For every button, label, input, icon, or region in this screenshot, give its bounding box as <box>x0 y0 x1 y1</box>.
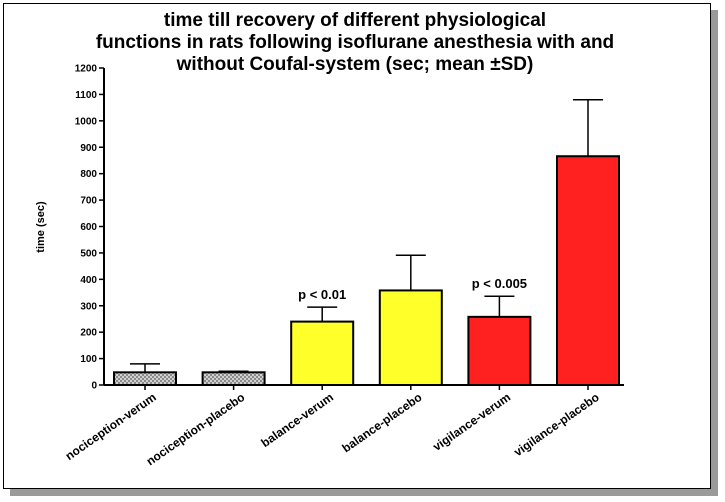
y-tick-label-400: 400 <box>80 275 97 286</box>
bar-balance-verum <box>290 320 355 387</box>
y-tick-label-900: 900 <box>80 143 97 154</box>
annotation-0: p < 0.01 <box>298 287 346 302</box>
x-tick-label-nociception-verum: nociception-verum <box>63 390 159 463</box>
y-tick-label-700: 700 <box>80 196 97 207</box>
chart-title-line-1: time till recovery of different physiolo… <box>163 10 547 31</box>
bar-nociception-verum <box>113 371 177 387</box>
y-tick-label-0: 0 <box>91 381 97 392</box>
x-tick-label-vigilance-placebo: vigilance-placebo <box>511 390 602 459</box>
x-tick-label-balance-verum: balance-verum <box>259 390 336 450</box>
y-tick-label-100: 100 <box>80 354 97 365</box>
y-axis-label: time (sec) <box>35 201 47 253</box>
y-tick-label-600: 600 <box>80 222 97 233</box>
bar-vigilance-verum <box>467 315 532 386</box>
bar-vigilance-placebo <box>556 155 620 386</box>
x-tick-label-nociception-placebo: nociception-placebo <box>144 390 248 468</box>
y-tick-label-1200: 1200 <box>75 64 98 75</box>
bar-balance-placebo <box>378 289 443 387</box>
y-tick-label-1100: 1100 <box>75 90 97 101</box>
y-tick-label-1000: 1000 <box>75 116 98 127</box>
annotation-1: p < 0.005 <box>472 276 527 291</box>
chart-title-line-2: functions in rats following isoflurane a… <box>95 32 615 53</box>
x-tick-label-vigilance-verum: vigilance-verum <box>430 390 513 454</box>
chart-title: time till recovery of different physiolo… <box>0 10 710 76</box>
y-tick-label-500: 500 <box>80 248 97 259</box>
x-tick-label-balance-placebo: balance-placebo <box>339 390 424 455</box>
y-tick-label-300: 300 <box>80 301 97 312</box>
bar-nociception-placebo <box>201 371 266 387</box>
y-tick-label-200: 200 <box>80 328 97 339</box>
y-tick-label-800: 800 <box>80 169 97 180</box>
chart-title-line-3: without Coufal-system (sec; mean ±SD) <box>176 54 534 75</box>
